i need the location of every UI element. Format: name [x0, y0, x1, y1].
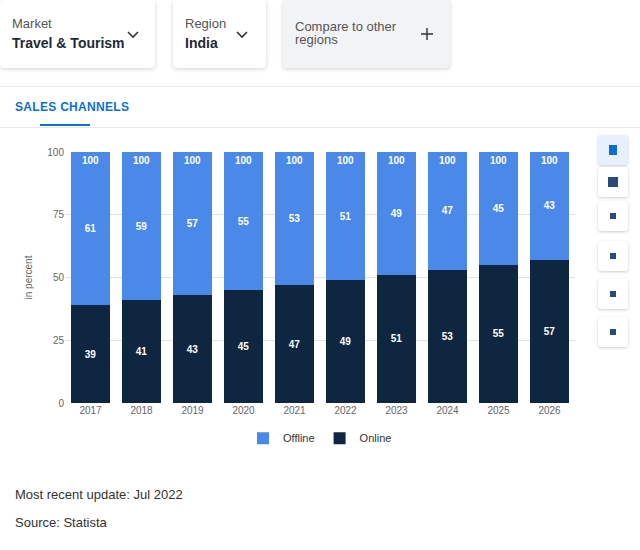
svg-text:57: 57	[187, 218, 199, 229]
svg-text:2021: 2021	[283, 405, 306, 416]
svg-text:100: 100	[82, 155, 99, 166]
svg-text:25: 25	[53, 335, 65, 346]
svg-text:100: 100	[184, 155, 201, 166]
svg-text:53: 53	[442, 331, 454, 342]
svg-text:100: 100	[388, 155, 405, 166]
svg-text:45: 45	[238, 341, 250, 352]
svg-text:100: 100	[47, 147, 64, 158]
html-text:Market: Market	[12, 16, 52, 31]
html-text:Travel & Tourism: Travel & Tourism	[12, 35, 125, 51]
svg-text:59: 59	[136, 221, 148, 232]
svg-text:0: 0	[58, 398, 64, 409]
svg-text:2018: 2018	[130, 405, 153, 416]
svg-text:49: 49	[391, 208, 403, 219]
html-text:Compare to other regions: Compare to other regions	[295, 19, 397, 47]
svg-text:100: 100	[541, 155, 558, 166]
svg-text:41: 41	[136, 346, 148, 357]
svg-text:55: 55	[493, 328, 505, 339]
html-text:Most recent update: Jul 2022: Most recent update: Jul 2022	[15, 487, 183, 502]
svg-text:47: 47	[289, 339, 301, 350]
svg-text:75: 75	[53, 209, 65, 220]
svg-text:39: 39	[85, 349, 97, 360]
svg-text:61: 61	[85, 223, 97, 234]
svg-text:100: 100	[439, 155, 456, 166]
svg-text:45: 45	[493, 203, 505, 214]
svg-text:50: 50	[53, 272, 65, 283]
svg-text:2025: 2025	[487, 405, 510, 416]
svg-text:2024: 2024	[436, 405, 459, 416]
svg-text:2019: 2019	[181, 405, 204, 416]
svg-text:55: 55	[238, 216, 250, 227]
svg-text:47: 47	[442, 205, 454, 216]
svg-text:2022: 2022	[334, 405, 357, 416]
svg-text:43: 43	[544, 200, 556, 211]
svg-text:2026: 2026	[538, 405, 561, 416]
svg-text:53: 53	[289, 213, 301, 224]
svg-text:43: 43	[187, 344, 199, 355]
svg-text:in percent: in percent	[23, 255, 34, 299]
svg-text:Offline: Offline	[283, 432, 315, 444]
svg-text:2020: 2020	[232, 405, 255, 416]
svg-text:51: 51	[391, 333, 403, 344]
svg-text:100: 100	[133, 155, 150, 166]
svg-text:2017: 2017	[79, 405, 102, 416]
svg-text:100: 100	[490, 155, 507, 166]
svg-text:49: 49	[340, 336, 352, 347]
html-text:Source: Statista: Source: Statista	[15, 515, 107, 530]
svg-text:Online: Online	[360, 432, 392, 444]
html-text:India: India	[185, 35, 218, 51]
svg-text:2023: 2023	[385, 405, 408, 416]
svg-text:100: 100	[337, 155, 354, 166]
svg-text:57: 57	[544, 326, 556, 337]
html-text:Region: Region	[185, 16, 227, 31]
svg-text:51: 51	[340, 211, 352, 222]
svg-text:100: 100	[286, 155, 303, 166]
html-text:SALES CHANNELS: SALES CHANNELS	[15, 100, 130, 114]
svg-text:100: 100	[235, 155, 252, 166]
